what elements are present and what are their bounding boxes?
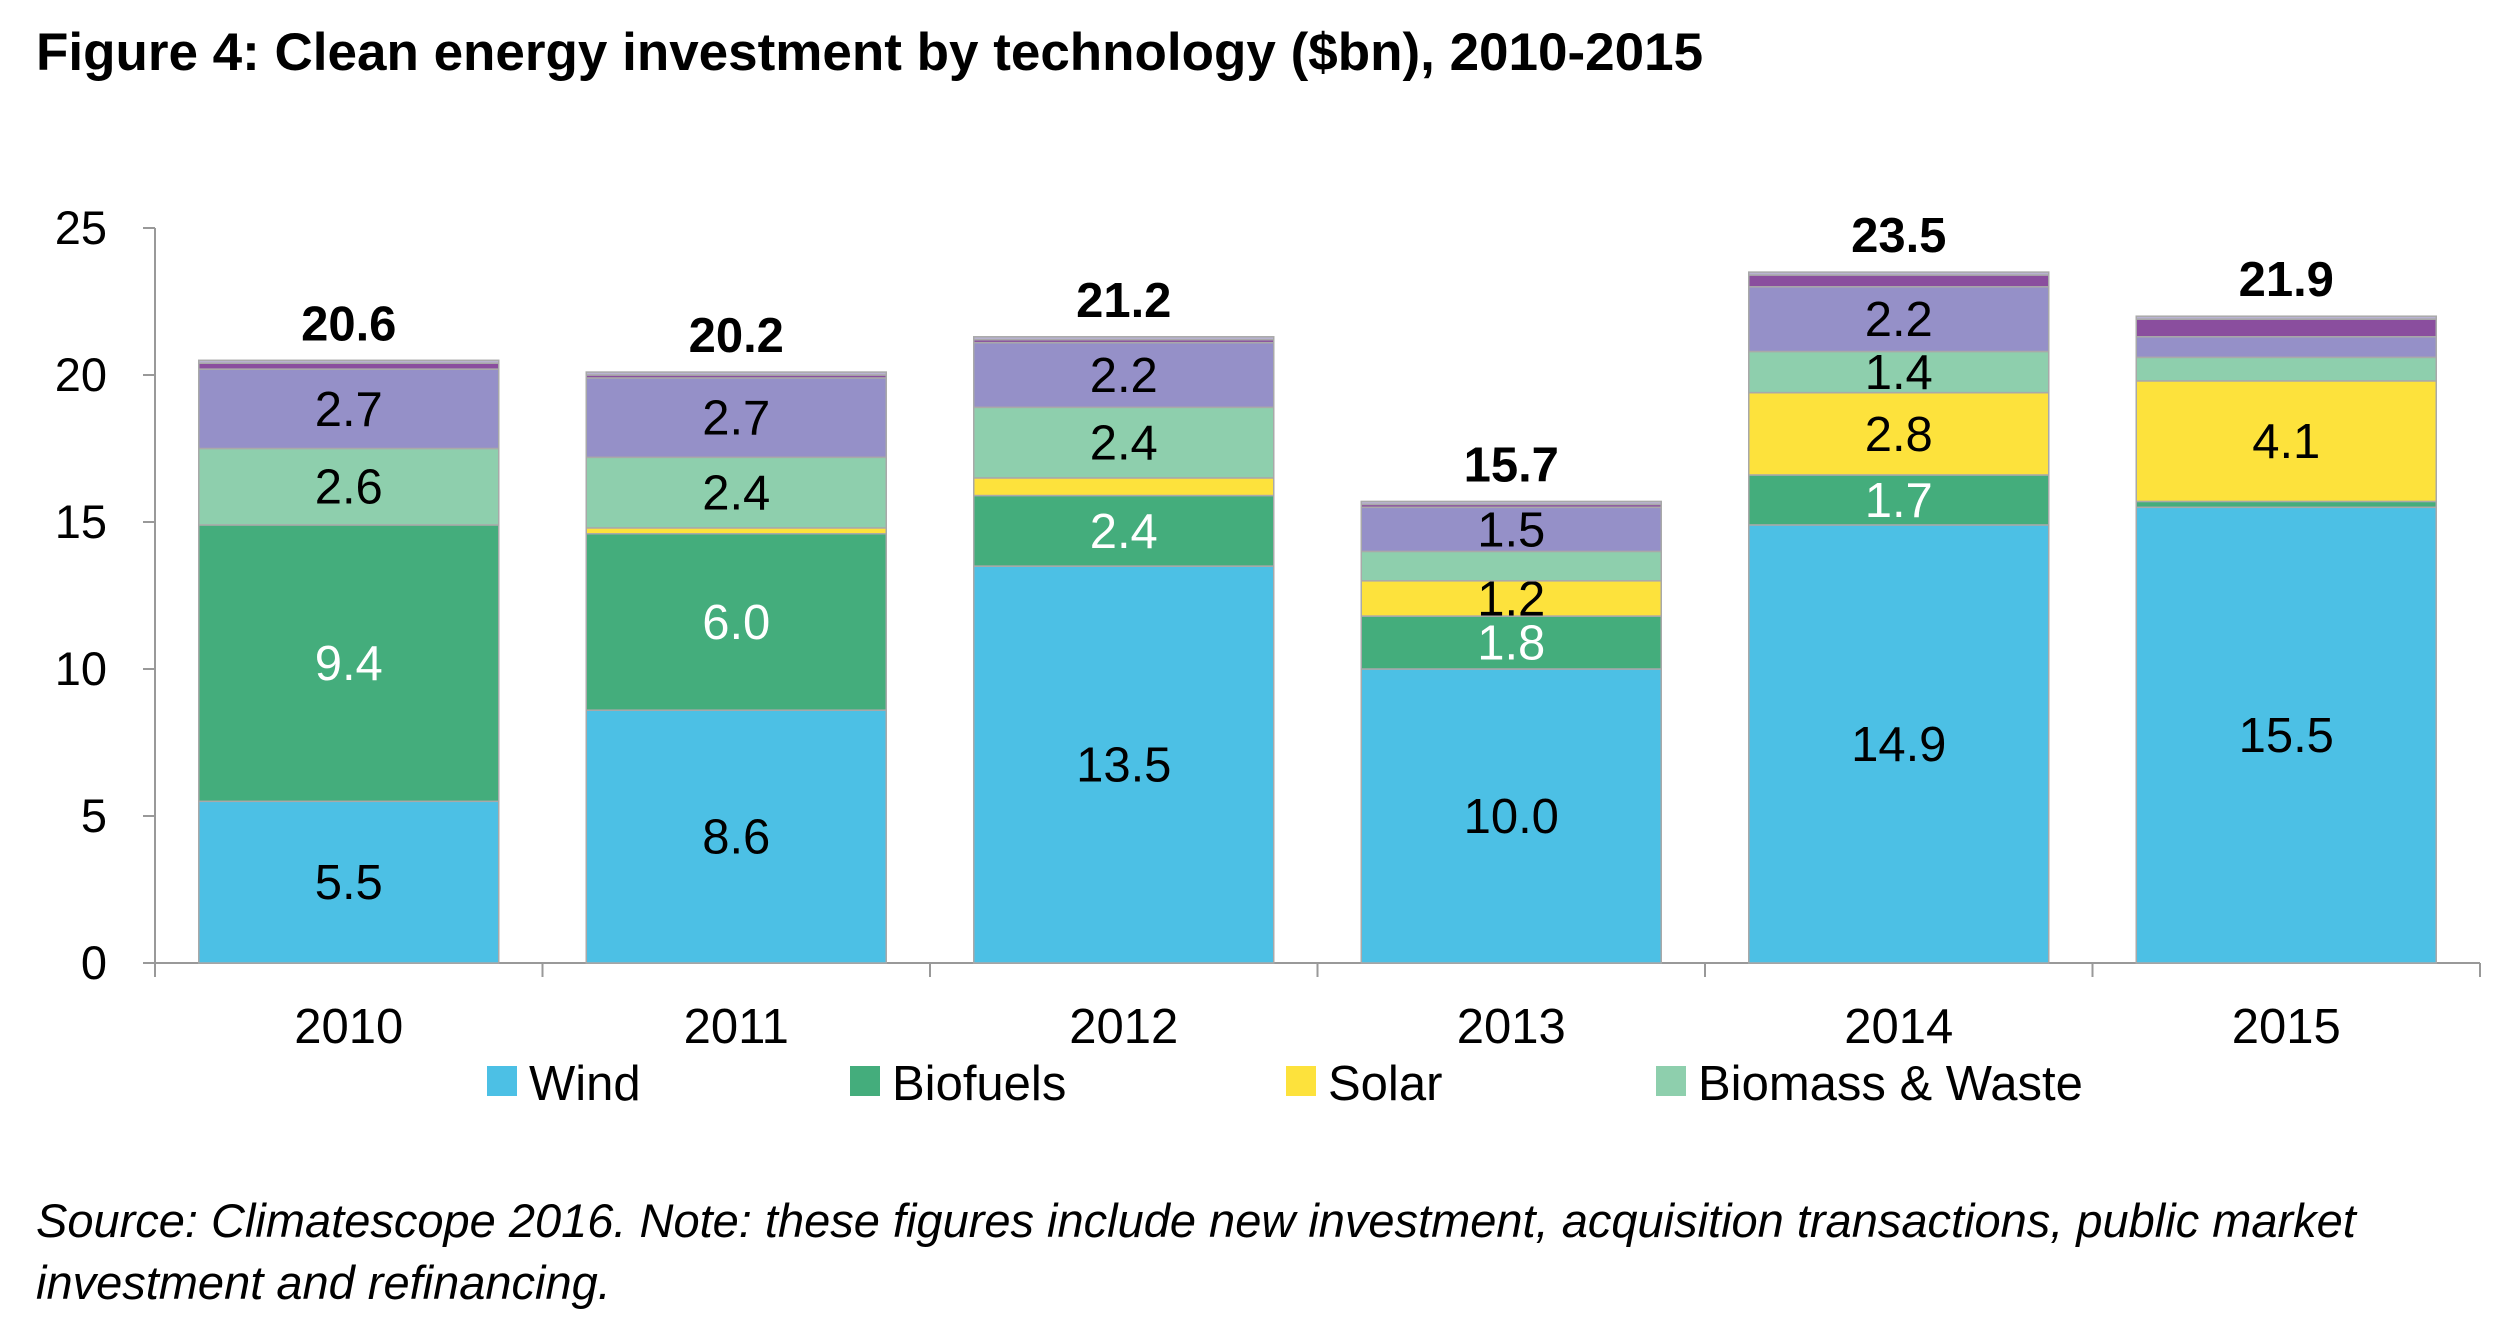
data-label: 13.5: [1076, 739, 1171, 793]
total-label: 21.9: [2239, 253, 2334, 307]
bar-segment-2012-biomass-waste: [973, 406, 1275, 479]
bar-segment-2012-wind: [973, 565, 1275, 964]
legend-swatch: [487, 1066, 517, 1096]
bar-segment-2015-biomass-waste: [2135, 356, 2437, 382]
y-tick-label: 20: [55, 348, 107, 401]
data-label: 1.5: [1477, 503, 1545, 557]
data-label: 1.8: [1477, 617, 1545, 671]
total-label: 21.2: [1076, 274, 1171, 328]
total-label: 15.7: [1464, 438, 1559, 492]
bar-segment-2011-wind: [585, 709, 887, 964]
bar-segment-2012-solar: [973, 477, 1275, 497]
data-label: 5.5: [315, 856, 383, 910]
bar-segment-2014-series-7: [1748, 271, 2050, 276]
legend-swatch: [1656, 1066, 1686, 1096]
total-label: 20.2: [689, 309, 784, 363]
legend-label: Biomass & Waste: [1698, 1057, 2083, 1111]
legend-label: Biofuels: [892, 1057, 1066, 1111]
legend-swatch: [850, 1066, 880, 1096]
bar-segment-2013-biofuels: [1360, 615, 1662, 670]
data-label: 4.1: [2252, 415, 2320, 469]
bar-segment-2013-wind: [1360, 668, 1662, 964]
y-tick-label: 15: [55, 495, 107, 548]
x-tick-label: 2011: [684, 1000, 789, 1054]
bar-segment-2011-series-5: [585, 377, 887, 459]
legend-swatch: [1286, 1066, 1316, 1096]
total-label: 20.6: [301, 297, 396, 351]
data-label: 1.7: [1865, 474, 1933, 528]
total-label: 23.5: [1851, 209, 1946, 263]
data-label: 2.7: [702, 392, 770, 446]
bar-segment-2014-wind: [1748, 524, 2050, 964]
bar-segment-2014-series-5: [1748, 286, 2050, 353]
bar-segment-2013-series-7: [1360, 500, 1662, 506]
data-label: 9.4: [315, 637, 383, 691]
data-label: 2.8: [1865, 408, 1933, 462]
data-label: 8.6: [702, 811, 770, 865]
bar-segment-2015-series-6: [2135, 318, 2437, 338]
chart-title: Figure 4: Clean energy investment by tec…: [36, 23, 1704, 82]
bar-segment-2015-wind: [2135, 506, 2437, 964]
data-label: 2.2: [1865, 293, 1933, 347]
bar-segment-2015-series-7: [2135, 315, 2437, 320]
data-label: 10.0: [1464, 790, 1559, 844]
bar-segment-2010-series-5: [198, 368, 500, 450]
data-label: 2.2: [1090, 349, 1158, 403]
y-tick-label: 0: [81, 936, 107, 989]
x-tick-label: 2010: [294, 1000, 403, 1054]
data-label: 2.6: [315, 461, 383, 515]
data-label: 2.4: [1090, 505, 1158, 559]
x-tick-label: 2015: [2232, 1000, 2341, 1054]
bar-segment-2010-series-7: [198, 359, 500, 364]
bar-segment-2010-biofuels: [198, 524, 500, 803]
y-tick-label: 5: [81, 789, 107, 842]
x-tick-label: 2014: [1844, 1000, 1953, 1054]
data-label: 2.4: [702, 467, 770, 521]
data-label: 2.7: [315, 383, 383, 437]
x-tick-label: 2013: [1457, 1000, 1566, 1054]
data-label: 6.0: [702, 596, 770, 650]
source-note: Source: Climatescope 2016. Note: these f…: [36, 1194, 2356, 1310]
y-tick-label: 10: [55, 642, 107, 695]
data-label: 14.9: [1851, 718, 1946, 772]
bar-segment-2015-biofuels: [2135, 500, 2437, 509]
stacked-bar-chart: 0 5 10 15 20 25 5.5 9.4 2.6 2.7 20.6 2010 8.6 6.0 2.4 2…: [55, 201, 2481, 1111]
legend-label: Solar: [1328, 1057, 1442, 1111]
data-label: 2.4: [1090, 417, 1158, 471]
bar-segment-2011-biofuels: [585, 533, 887, 711]
bar-segment-2015-series-5: [2135, 336, 2437, 359]
bar-segment-2012-series-7: [973, 336, 1275, 341]
data-label: 1.4: [1865, 346, 1933, 400]
data-label: 15.5: [2239, 709, 2334, 763]
legend-label: Wind: [529, 1057, 641, 1111]
bar-segment-2011-solar: [585, 527, 887, 535]
x-tick-label: 2012: [1069, 1000, 1178, 1054]
bar-segment-2014-solar: [1748, 391, 2050, 476]
bar-segment-2014-series-6: [1748, 274, 2050, 288]
bar-segment-2011-series-7: [585, 371, 887, 376]
bar-segment-2010-series-6: [198, 362, 500, 370]
bar-segment-2012-biofuels: [973, 494, 1275, 567]
y-tick-label: 25: [55, 201, 107, 254]
bar-segment-2011-biomass-waste: [585, 456, 887, 529]
